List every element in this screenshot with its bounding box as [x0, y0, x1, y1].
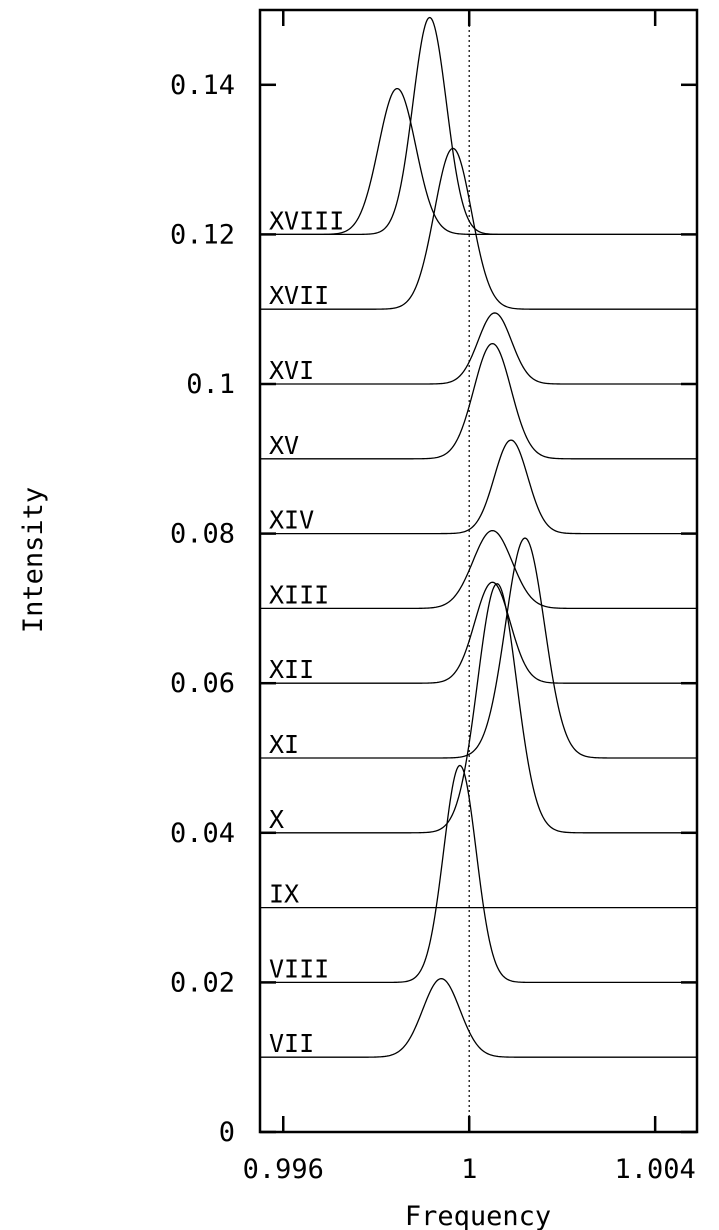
row-label-vii: VII [269, 1029, 314, 1058]
row-label-xvii: XVII [269, 281, 329, 310]
y-tick-label: 0.1 [186, 369, 235, 400]
series-line-xvi [260, 312, 697, 385]
curves-group [260, 16, 697, 1058]
y-tick-label: 0.12 [170, 219, 235, 250]
y-tick-label: 0 [219, 1117, 235, 1148]
y-axis-label: Intensity [18, 487, 49, 633]
y-tick-label: 0.04 [170, 818, 235, 849]
series-line-xii [260, 581, 697, 684]
series-line-viii [260, 764, 697, 984]
row-labels-group: VII VIII IX X XI XII XIII XIV XV XVI XVII XVIII [269, 206, 344, 1058]
series-line-xiii [260, 529, 697, 610]
series-line-extra-12 [260, 16, 697, 236]
row-label-xv: XV [269, 431, 299, 460]
series-line-xv [260, 342, 697, 460]
ticks-group [260, 10, 697, 1134]
plot-frame [258, 8, 699, 1134]
tick-labels-group: 0 0.02 0.04 0.06 0.08 0.1 0.12 0.14 0.996 1 1.004 [170, 70, 696, 1185]
row-label-viii: VIII [269, 954, 329, 983]
series-line-vii [260, 978, 697, 1058]
y-tick-label: 0.14 [170, 70, 235, 101]
row-label-x: X [269, 805, 284, 834]
row-label-xiv: XIV [269, 506, 314, 535]
series-line-x [260, 583, 697, 834]
x-tick-label: 0.996 [243, 1154, 324, 1185]
row-label-xii: XII [269, 655, 314, 684]
x-axis-label: Frequency [405, 1201, 551, 1230]
series-line-xiv [260, 439, 697, 535]
row-label-xiii: XIII [269, 580, 329, 609]
y-tick-label: 0.02 [170, 967, 235, 998]
series-line-xvii [260, 147, 697, 310]
row-label-xi: XI [269, 730, 299, 759]
y-tick-label: 0.08 [170, 519, 235, 550]
x-tick-label: 1 [461, 1154, 477, 1185]
y-tick-label: 0.06 [170, 668, 235, 699]
x-tick-label: 1.004 [615, 1154, 696, 1185]
row-label-xvi: XVI [269, 356, 314, 385]
row-label-ix: IX [269, 880, 299, 909]
row-label-xviii: XVIII [269, 206, 344, 235]
series-line-xi [260, 537, 697, 759]
